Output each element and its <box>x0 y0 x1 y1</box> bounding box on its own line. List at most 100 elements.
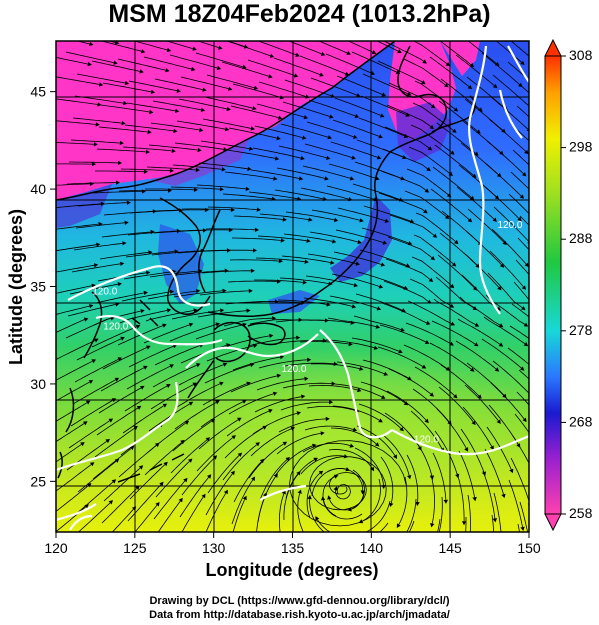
wind-arrowhead <box>169 289 175 294</box>
streamline <box>252 412 298 435</box>
streamline <box>100 41 142 52</box>
streamline <box>221 61 270 77</box>
streamline <box>482 470 496 519</box>
streamline <box>154 78 203 91</box>
wind-arrowhead <box>150 229 155 235</box>
wind-arrowhead <box>278 258 283 264</box>
wind-arrowhead <box>269 53 275 58</box>
y-axis: 25 30 35 40 45 <box>30 84 56 489</box>
streamline <box>518 83 529 94</box>
wind-arrowhead <box>492 83 498 89</box>
wind-arrowhead <box>411 582 415 586</box>
wind-arrowhead <box>371 50 377 54</box>
streamline <box>173 290 223 298</box>
wind-arrowhead <box>499 150 504 155</box>
wind-arrowhead <box>113 60 118 65</box>
streamline <box>379 522 389 532</box>
wind-arrowhead <box>522 417 527 423</box>
wind-arrowhead <box>245 186 250 191</box>
wind-arrowhead <box>492 217 497 222</box>
wind-arrowhead <box>96 242 101 247</box>
streamline <box>434 144 474 176</box>
wind-arrowhead <box>453 394 458 399</box>
wind-arrowhead <box>349 443 354 448</box>
y-axis-title: Latitude (degrees) <box>6 209 26 365</box>
streamline <box>431 320 476 345</box>
wind-arrowhead <box>249 146 254 151</box>
streamline <box>325 53 372 74</box>
streamline <box>351 337 400 352</box>
streamline <box>429 56 470 87</box>
wind-arrowhead <box>201 493 206 499</box>
wind-arrowhead <box>242 64 247 69</box>
streamline <box>178 364 224 386</box>
streamline <box>334 97 381 116</box>
streamline <box>165 41 194 50</box>
streamline <box>282 382 332 389</box>
streamline <box>69 161 119 164</box>
wind-arrowhead <box>302 280 307 285</box>
wind-arrowhead <box>282 441 288 446</box>
streamline <box>493 206 529 242</box>
footer-credit: Drawing by DCL (https://www.gfd-dennou.o… <box>149 595 450 607</box>
wind-arrowhead <box>449 303 455 308</box>
wind-arrowhead <box>383 371 389 376</box>
streamline <box>257 235 307 242</box>
wind-arrowhead <box>357 387 362 393</box>
wind-arrowhead <box>376 306 382 311</box>
streamline <box>455 340 497 370</box>
wind-arrowhead <box>121 120 126 126</box>
footer-source: Data from http://database.rish.kyoto-u.a… <box>149 609 450 621</box>
wind-arrowhead <box>176 88 181 93</box>
streamline <box>94 427 135 458</box>
wind-arrowhead <box>135 324 141 329</box>
streamline <box>354 447 384 486</box>
streamline <box>387 236 433 259</box>
streamline <box>254 125 303 138</box>
wind-arrowhead <box>425 320 431 325</box>
streamline <box>124 385 168 412</box>
streamline <box>111 508 134 532</box>
streamline <box>403 344 448 369</box>
streamline <box>516 105 529 118</box>
wind-arrowhead <box>452 128 457 133</box>
wind-arrowhead <box>176 228 181 234</box>
wind-arrowhead <box>119 140 124 146</box>
wind-arrowhead <box>449 283 455 289</box>
streamline <box>481 52 520 85</box>
streamline <box>92 191 143 194</box>
wind-arrowhead <box>381 557 386 561</box>
wind-arrowhead <box>223 489 228 495</box>
streamline <box>300 455 345 475</box>
streamline <box>438 100 478 132</box>
wind-arrowhead <box>122 241 127 246</box>
wind-arrowhead <box>242 495 247 501</box>
streamline <box>224 171 274 179</box>
wind-arrowhead <box>447 420 452 425</box>
wind-arrowhead <box>380 113 385 118</box>
wind-arrowhead <box>108 418 114 423</box>
wind-arrowhead <box>143 365 148 370</box>
streamline <box>144 442 182 476</box>
wind-arrowhead <box>162 403 168 408</box>
wind-arrowhead <box>146 270 151 275</box>
colorbar-tick-label: 308 <box>569 47 593 63</box>
wind-arrowhead <box>572 314 576 318</box>
wind-arrowhead <box>381 395 386 399</box>
streamline <box>317 41 348 54</box>
wind-arrowhead <box>577 249 581 253</box>
wind-arrowhead <box>115 302 120 307</box>
wind-arrowhead <box>469 195 475 201</box>
wind-arrowhead <box>301 394 306 399</box>
wind-arrowhead <box>522 572 526 576</box>
wind-arrowhead <box>433 544 437 549</box>
streamline <box>517 237 529 251</box>
streamline <box>56 142 94 145</box>
wind-arrowhead <box>569 450 573 455</box>
streamline <box>226 410 270 437</box>
x-tick-label: 130 <box>202 540 226 556</box>
streamline <box>438 386 474 423</box>
wind-arrowhead <box>327 495 332 500</box>
wind-arrowhead <box>489 445 494 450</box>
wind-arrowhead <box>522 172 527 177</box>
